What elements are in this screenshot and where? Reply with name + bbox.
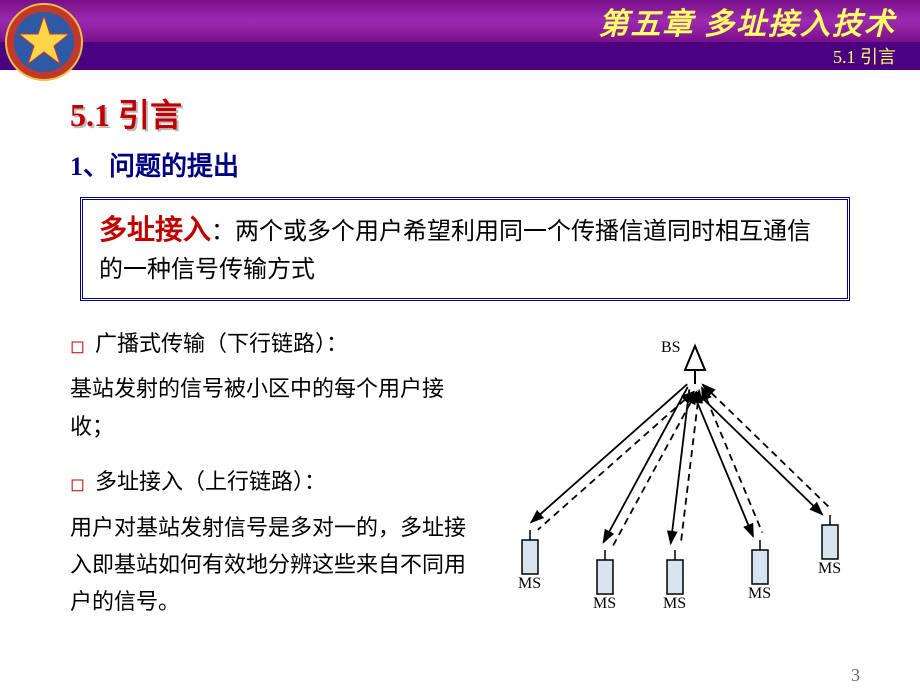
section-reference: 5.1 引言: [833, 43, 896, 69]
slide-subheader: 5.1 引言: [0, 42, 920, 70]
svg-text:MS: MS: [518, 575, 541, 592]
subsection-title: 1、问题的提出: [70, 146, 860, 183]
bullet-marker-icon: ◻: [70, 331, 85, 362]
bullet-marker-icon: ◻: [70, 469, 85, 500]
bullet-1-body: 基站发射的信号被小区中的每个用户接收；: [70, 370, 480, 445]
body-row: ◻ 广播式传输（下行链路）： 基站发射的信号被小区中的每个用户接收； ◻ 多址接…: [70, 325, 860, 639]
definition-term: 多址接入: [99, 215, 211, 246]
svg-text:MS: MS: [748, 585, 771, 602]
bullet-2-body: 用户对基站发射信号是多对一的，多址接入即基站如何有效地分辨这些来自不同用户的信号…: [70, 509, 480, 621]
svg-text:MS: MS: [663, 595, 686, 612]
page-number: 3: [851, 665, 860, 686]
university-logo: [4, 2, 84, 82]
bullet-1-title-text: 广播式传输（下行链路）：: [95, 325, 348, 362]
slide-content: 5.1 引言 1、问题的提出 多址接入：两个或多个用户希望利用同一个传播信道同时…: [0, 70, 920, 639]
svg-text:MS: MS: [818, 560, 841, 577]
slide-header: 第五章 多址接入技术: [0, 0, 920, 42]
definition-box: 多址接入：两个或多个用户希望利用同一个传播信道同时相互通信的一种信号传输方式: [80, 197, 850, 301]
section-title: 5.1 引言: [70, 90, 860, 136]
bullet-1-title: ◻ 广播式传输（下行链路）：: [70, 325, 480, 362]
chapter-title: 第五章 多址接入技术: [599, 0, 897, 43]
bullet-2-title: ◻ 多址接入（上行链路）：: [70, 463, 480, 500]
text-content: ◻ 广播式传输（下行链路）： 基站发射的信号被小区中的每个用户接收； ◻ 多址接…: [70, 325, 480, 639]
bs-ms-diagram: BS MS MS MS MS MS: [490, 325, 860, 625]
svg-text:MS: MS: [593, 595, 616, 612]
bullet-2-title-text: 多址接入（上行链路）：: [95, 463, 326, 500]
svg-text:BS: BS: [661, 339, 681, 356]
